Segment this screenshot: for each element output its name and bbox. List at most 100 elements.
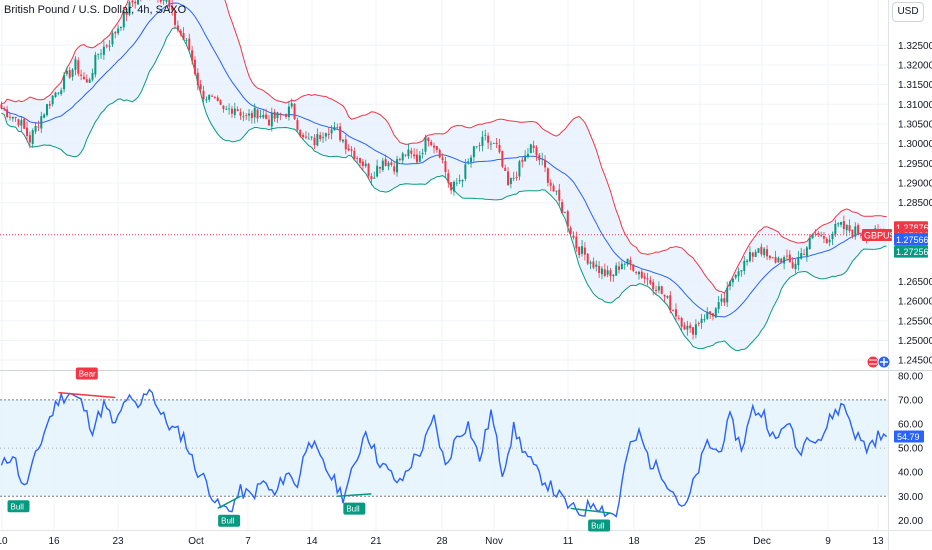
candle[interactable] xyxy=(660,285,663,295)
candle[interactable] xyxy=(367,162,370,179)
candle[interactable] xyxy=(817,231,820,238)
candle[interactable] xyxy=(615,262,618,276)
candle[interactable] xyxy=(193,56,196,76)
candle[interactable] xyxy=(441,153,444,164)
candle[interactable] xyxy=(259,109,262,119)
candle[interactable] xyxy=(791,257,794,270)
candle[interactable] xyxy=(23,117,26,129)
candle[interactable] xyxy=(168,0,171,11)
candle[interactable] xyxy=(652,279,655,296)
candle[interactable] xyxy=(219,99,222,106)
candle[interactable] xyxy=(256,108,259,123)
candle[interactable] xyxy=(854,222,857,240)
candle[interactable] xyxy=(370,173,373,186)
candle[interactable] xyxy=(558,183,561,206)
candle[interactable] xyxy=(803,249,806,256)
candle[interactable] xyxy=(609,267,612,282)
candle[interactable] xyxy=(228,103,231,115)
candle[interactable] xyxy=(37,120,40,132)
candle[interactable] xyxy=(774,250,777,264)
candle[interactable] xyxy=(410,147,413,159)
candle[interactable] xyxy=(333,121,336,131)
candle[interactable] xyxy=(640,268,643,279)
candle[interactable] xyxy=(464,159,467,182)
candle[interactable] xyxy=(199,79,202,94)
candle[interactable] xyxy=(814,229,817,237)
candle[interactable] xyxy=(689,322,692,333)
candle[interactable] xyxy=(387,160,390,171)
candle[interactable] xyxy=(100,49,103,59)
candle[interactable] xyxy=(811,233,814,240)
candle[interactable] xyxy=(751,251,754,263)
candle[interactable] xyxy=(507,167,510,186)
candle[interactable] xyxy=(470,154,473,168)
candle[interactable] xyxy=(529,143,532,154)
candle[interactable] xyxy=(518,159,521,181)
candle[interactable] xyxy=(447,169,450,188)
candle[interactable] xyxy=(581,239,584,257)
candle[interactable] xyxy=(299,129,302,138)
candle[interactable] xyxy=(114,30,117,39)
candle[interactable] xyxy=(663,294,666,303)
candle[interactable] xyxy=(344,134,347,155)
candle[interactable] xyxy=(74,56,77,76)
candle[interactable] xyxy=(339,122,342,143)
candle[interactable] xyxy=(356,156,359,163)
candle[interactable] xyxy=(270,107,273,132)
candle[interactable] xyxy=(31,128,34,148)
candle[interactable] xyxy=(805,245,808,262)
candle[interactable] xyxy=(709,311,712,320)
candle[interactable] xyxy=(703,314,706,323)
candle[interactable] xyxy=(595,260,598,272)
candle[interactable] xyxy=(794,258,797,274)
candle[interactable] xyxy=(760,243,763,257)
candle[interactable] xyxy=(686,320,689,336)
candle[interactable] xyxy=(174,9,177,30)
candle[interactable] xyxy=(57,91,60,96)
candle[interactable] xyxy=(521,157,524,168)
candle[interactable] xyxy=(398,157,401,162)
candle[interactable] xyxy=(102,40,105,60)
candle[interactable] xyxy=(185,38,188,46)
candle[interactable] xyxy=(131,0,134,7)
candle[interactable] xyxy=(77,57,80,77)
candle[interactable] xyxy=(495,137,498,148)
candle[interactable] xyxy=(216,95,219,102)
rsi-axis[interactable]: 80.00 70.00 60.00 50.00 40.00 30.00 20.00 54.79 xyxy=(894,371,924,527)
candle[interactable] xyxy=(176,20,179,33)
candle[interactable] xyxy=(34,121,37,134)
candle[interactable] xyxy=(347,144,350,152)
candle[interactable] xyxy=(63,72,66,93)
candle[interactable] xyxy=(746,259,749,266)
candle[interactable] xyxy=(196,68,199,91)
candle[interactable] xyxy=(28,131,31,149)
candle[interactable] xyxy=(478,142,481,152)
candle[interactable] xyxy=(171,0,174,16)
candle[interactable] xyxy=(831,231,834,246)
candle[interactable] xyxy=(20,115,23,132)
candle[interactable] xyxy=(359,157,362,168)
currency-button[interactable]: USD xyxy=(892,2,924,22)
candle[interactable] xyxy=(390,159,393,167)
candle[interactable] xyxy=(822,231,825,244)
candle[interactable] xyxy=(643,272,646,284)
candle[interactable] xyxy=(17,118,20,128)
candle[interactable] xyxy=(48,100,51,109)
candle[interactable] xyxy=(475,146,478,149)
candle[interactable] xyxy=(222,105,225,113)
candle[interactable] xyxy=(65,66,68,77)
candle[interactable] xyxy=(236,106,239,112)
candle[interactable] xyxy=(157,0,159,3)
candle[interactable] xyxy=(330,125,333,140)
candle[interactable] xyxy=(697,321,700,327)
candle[interactable] xyxy=(293,103,296,120)
candle[interactable] xyxy=(859,232,862,239)
candle[interactable] xyxy=(313,134,316,150)
candle[interactable] xyxy=(316,128,319,147)
candle[interactable] xyxy=(840,221,843,228)
candle[interactable] xyxy=(842,215,845,235)
candle[interactable] xyxy=(552,183,555,192)
candle[interactable] xyxy=(680,316,683,332)
candle[interactable] xyxy=(757,248,760,253)
